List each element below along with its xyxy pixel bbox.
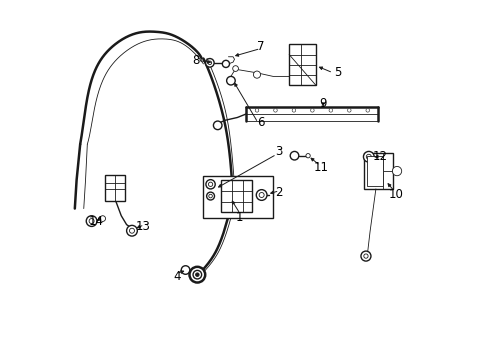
Circle shape	[305, 154, 309, 158]
Circle shape	[222, 60, 229, 67]
Bar	[364, 153, 393, 189]
Text: 7: 7	[256, 40, 264, 53]
Circle shape	[89, 219, 94, 224]
Circle shape	[365, 109, 369, 112]
Circle shape	[193, 270, 201, 279]
Circle shape	[213, 121, 222, 130]
Circle shape	[347, 109, 350, 112]
Circle shape	[206, 192, 214, 200]
Text: 1: 1	[235, 211, 243, 224]
Bar	[288, 44, 315, 85]
Circle shape	[366, 154, 370, 159]
Text: 6: 6	[256, 116, 264, 129]
Circle shape	[360, 251, 370, 261]
Circle shape	[273, 109, 277, 112]
Text: 5: 5	[333, 66, 340, 79]
Circle shape	[290, 152, 298, 160]
Circle shape	[232, 66, 238, 71]
Bar	[366, 156, 383, 186]
Circle shape	[100, 216, 105, 221]
Bar	[203, 176, 272, 217]
Text: 11: 11	[313, 161, 328, 174]
Circle shape	[126, 225, 137, 236]
Circle shape	[181, 266, 189, 274]
Circle shape	[363, 254, 367, 258]
Circle shape	[226, 76, 235, 85]
Circle shape	[129, 228, 134, 233]
Circle shape	[255, 109, 258, 112]
Circle shape	[205, 59, 214, 67]
Circle shape	[256, 190, 266, 201]
Bar	[221, 180, 251, 212]
Circle shape	[208, 182, 212, 186]
Circle shape	[259, 193, 264, 198]
Text: 4: 4	[173, 270, 180, 283]
Circle shape	[205, 180, 215, 189]
Circle shape	[310, 109, 313, 112]
Circle shape	[291, 109, 295, 112]
Text: 12: 12	[372, 150, 387, 163]
Circle shape	[253, 71, 260, 78]
Circle shape	[363, 152, 373, 162]
Circle shape	[208, 194, 212, 198]
Text: 8: 8	[192, 54, 200, 67]
Text: 2: 2	[274, 186, 282, 199]
Circle shape	[328, 109, 332, 112]
Circle shape	[207, 61, 211, 64]
Circle shape	[189, 267, 205, 283]
Text: 9: 9	[319, 97, 326, 110]
Bar	[105, 175, 124, 202]
Circle shape	[86, 216, 97, 226]
Text: 14: 14	[88, 215, 103, 228]
Text: 3: 3	[274, 145, 282, 158]
Circle shape	[391, 166, 401, 176]
Text: 13: 13	[135, 220, 150, 233]
Text: 10: 10	[388, 188, 403, 201]
Circle shape	[195, 273, 199, 276]
